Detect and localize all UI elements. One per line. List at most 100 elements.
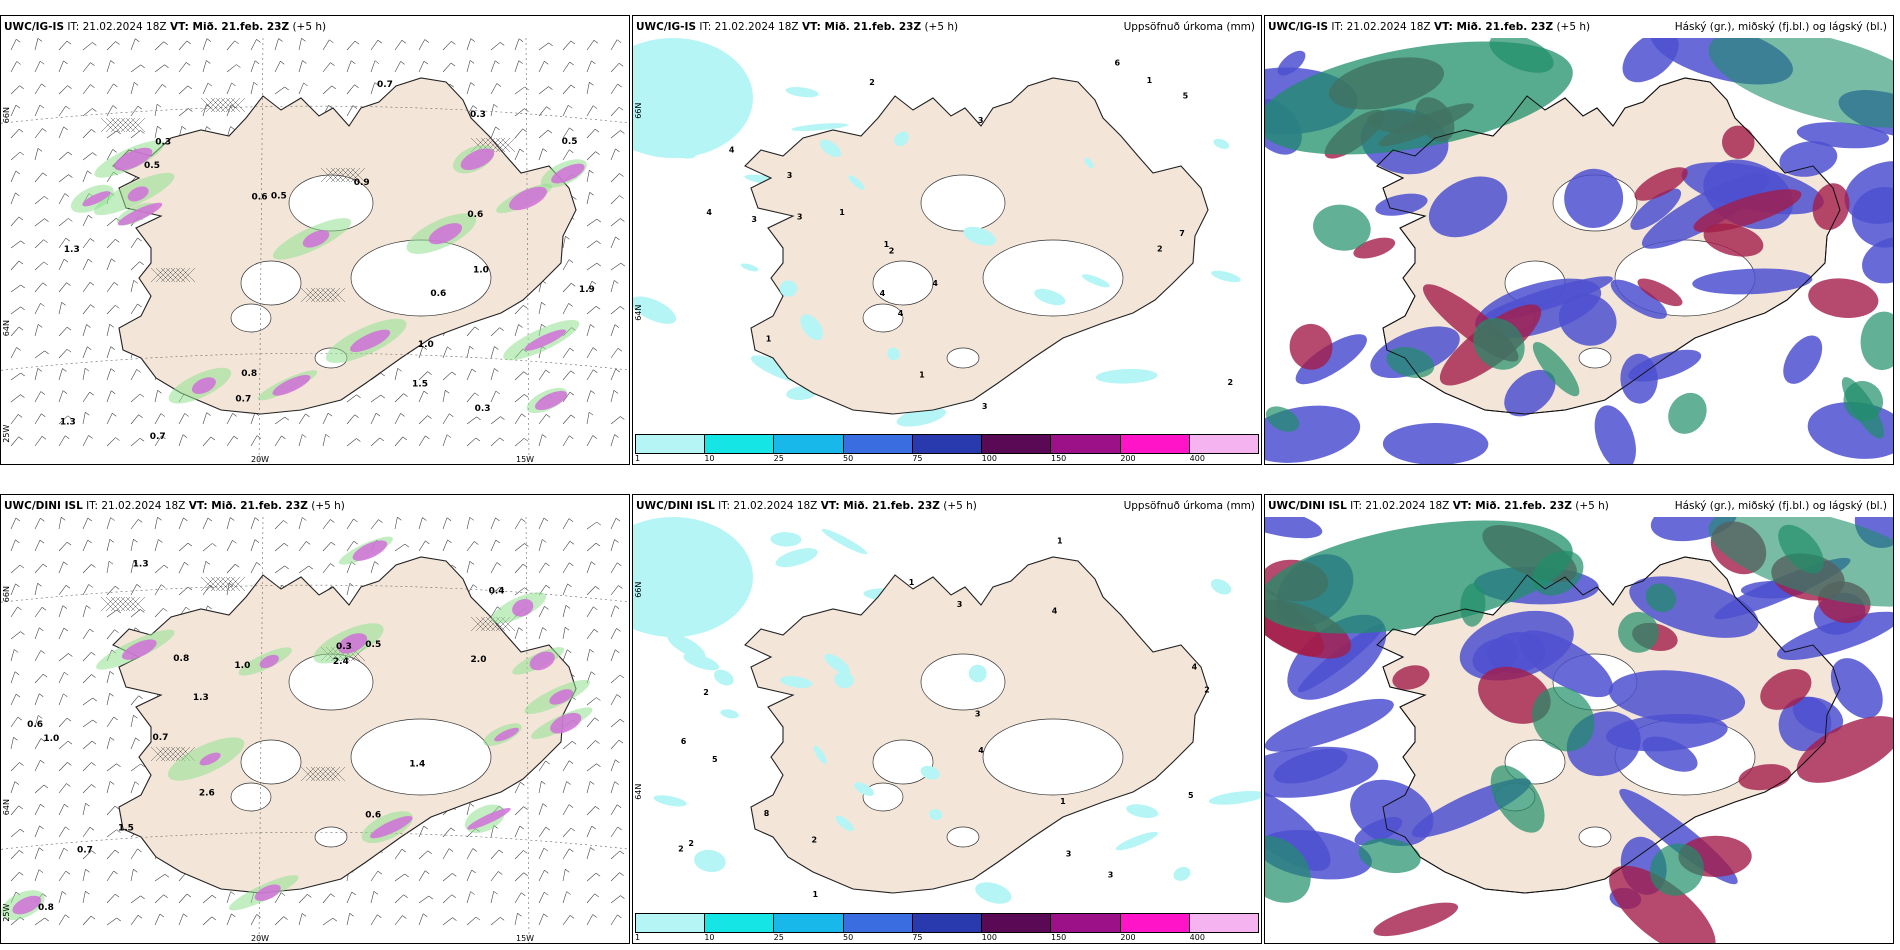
value-label: 1.0: [43, 734, 59, 744]
mid-cloud: [1722, 125, 1755, 159]
precip-area: [887, 347, 900, 361]
mid-cloud: [1373, 902, 1459, 937]
high-cloud: [1532, 342, 1580, 397]
value-label: 5: [1188, 791, 1194, 800]
precip-area: [1084, 157, 1094, 169]
value-label: 0.7: [152, 733, 168, 743]
high-cloud: [1265, 41, 1573, 155]
mid-cloud: [1812, 183, 1850, 231]
low-cloud: [1265, 698, 1394, 752]
high-cloud: [1532, 686, 1595, 752]
panel-dini-clouds: UWC/DINI ISL IT: 21.02.2024 18Z VT: Mið.…: [1264, 494, 1894, 944]
snow-area: [509, 186, 548, 211]
snow-area: [535, 390, 568, 411]
high-cloud: [1778, 524, 1824, 574]
value-label: 4: [898, 309, 904, 318]
low-cloud: [1862, 237, 1893, 284]
high-cloud: [1649, 843, 1704, 896]
value-label: 2.6: [199, 788, 215, 798]
colorbar-label: 400: [1189, 454, 1205, 463]
value-label: 0.6: [365, 810, 381, 820]
low-cloud: [1776, 611, 1893, 661]
precip-area: [780, 676, 813, 688]
colorbar-label: 100: [981, 454, 997, 463]
value-label: 5: [1183, 92, 1189, 101]
value-label: 3: [975, 709, 981, 718]
precip-area: [834, 671, 854, 689]
coastline-outline: [1376, 77, 1841, 415]
glacier: [314, 826, 348, 848]
low-cloud: [1692, 268, 1813, 295]
value-label: 1: [919, 370, 925, 379]
glacier: [920, 174, 1006, 232]
value-label: 6: [681, 737, 687, 746]
colorbar-cell: [843, 435, 913, 453]
value-label: 1: [909, 578, 915, 587]
value-label: 1: [1060, 797, 1066, 806]
lon-tick-label: 20W: [251, 455, 269, 464]
mid-cloud: [1637, 278, 1683, 307]
precip-area: [1213, 138, 1230, 149]
value-label: 1.9: [579, 285, 595, 295]
precip-area: [740, 263, 759, 272]
colorbar-label: 150: [1051, 454, 1067, 463]
value-label: 1.4: [409, 759, 425, 769]
glacier: [240, 260, 302, 306]
glacier: [982, 239, 1124, 317]
low-cloud: [1265, 784, 1331, 871]
value-label: 1.3: [133, 560, 149, 570]
map: [1265, 38, 1893, 464]
value-label: 2: [703, 688, 709, 697]
snow-area: [302, 230, 330, 248]
value-label: 1: [1147, 76, 1153, 85]
value-label: 0.6: [252, 193, 268, 203]
low-cloud: [1796, 122, 1890, 149]
value-label: 4: [978, 746, 984, 755]
lon-tick-label: 20W: [251, 934, 269, 943]
precip-colorbar: 1 10 25 50 75 100 150 200 400: [635, 913, 1259, 943]
snow-area: [549, 689, 574, 705]
colorbar-label: 10: [704, 454, 715, 463]
precip-area: [785, 87, 819, 98]
panel-igis-wind: UWC/IG-IS IT: 21.02.2024 18Z VT: Mið. 21…: [0, 15, 630, 465]
snow-area: [350, 329, 391, 353]
panel-igis-clouds: UWC/IG-IS IT: 21.02.2024 18Z VT: Mið. 21…: [1264, 15, 1894, 465]
iceland-coastline: [112, 556, 577, 894]
high-cloud: [1843, 381, 1884, 421]
map: 3 3 4 4 1 2 3 6 4 2 1 5 4 2 3 1 7 1 2 4 1 3 66N 64N: [633, 38, 1261, 442]
colorbar-label: 150: [1051, 933, 1067, 942]
snow-area: [467, 807, 511, 830]
precip-area: [1173, 866, 1191, 881]
high-cloud: [1668, 392, 1707, 434]
colorbar-label: 75: [912, 454, 923, 463]
value-label: 2: [1204, 686, 1210, 695]
precip-area: [779, 280, 798, 297]
colorbar-cell: [1189, 914, 1258, 932]
snow-area: [352, 540, 388, 561]
value-label: 0.7: [235, 394, 251, 404]
precip-area: [633, 517, 753, 637]
mid-cloud: [1796, 716, 1893, 783]
value-label: 3: [978, 116, 984, 125]
axis-ticks: 20W 15W 66N 64N 25W: [2, 107, 534, 464]
low-cloud: [1428, 176, 1508, 238]
low-cloud: [1375, 193, 1428, 216]
value-labels: 3 4 1 2 3 6 5 8 2 1 4 3 2 5 1 3 2 4 1 2: [678, 537, 1210, 900]
lat-tick-label: 66N: [634, 582, 643, 598]
map: [1265, 517, 1893, 943]
colorbar-cell: [1120, 914, 1190, 932]
high-cloud: [1489, 38, 1554, 73]
value-label: 4: [880, 289, 886, 298]
lat-tick-label: 64N: [2, 320, 11, 336]
value-labels: 0.4 1.0 1.4 2.4 0.7 0.3 0.6 0.5 1.3 2.6 1.3 0.8 0.6 0…: [27, 560, 504, 913]
high-cloud: [1645, 583, 1677, 613]
colorbar-label: 50: [843, 933, 854, 942]
lat-tick-label: 66N: [634, 103, 643, 119]
value-label: 4: [932, 279, 938, 288]
value-label: 0.8: [173, 654, 189, 664]
panel-dini-wind: UWC/DINI ISL IT: 21.02.2024 18Z VT: Mið.…: [0, 494, 630, 944]
colorbar-labels: 1 10 25 50 75 100 150 200 400: [635, 933, 1259, 943]
lat-tick-label: 64N: [634, 784, 643, 800]
snow-area: [370, 816, 413, 839]
